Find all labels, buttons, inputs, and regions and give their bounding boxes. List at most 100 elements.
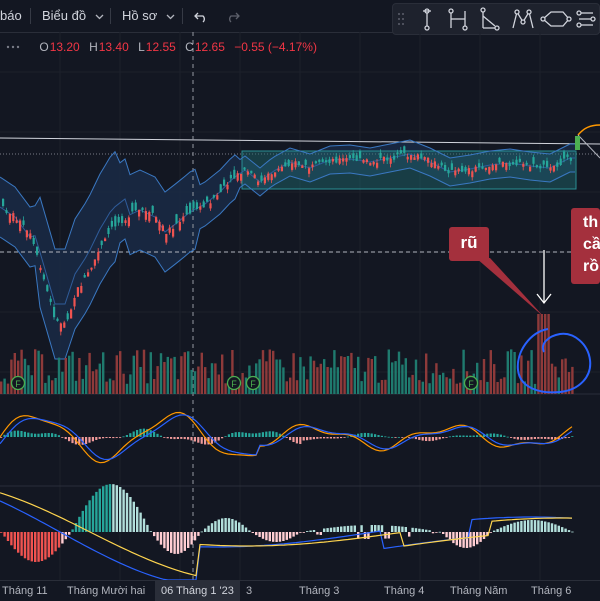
oscillator-bar <box>180 437 183 439</box>
oscillator-bar <box>95 437 98 440</box>
event-marker-circle <box>245 375 261 391</box>
projection-line[interactable] <box>577 124 600 136</box>
candle-body <box>236 173 239 181</box>
annotation-callout[interactable]: rũ <box>449 227 489 261</box>
candle-body <box>70 309 73 319</box>
candle-body <box>175 214 178 224</box>
candle-body <box>229 174 232 179</box>
volume-bar <box>40 354 44 394</box>
candle-body <box>29 233 32 239</box>
annotation-callout[interactable]: th cầ rồ <box>571 208 600 284</box>
candle-body <box>22 220 25 225</box>
oscillator-bar <box>146 429 149 437</box>
oscillator-bar <box>20 431 23 437</box>
ohlc-legend: O13.20 H13.40 L12.55 C12.65 −0.55 (−4.17… <box>0 38 323 56</box>
callout-text-line: rồ <box>583 258 599 275</box>
macd-histogram-bar <box>557 525 560 532</box>
horizontal-segment-tool-icon[interactable] <box>448 8 468 31</box>
oscillator-bar <box>445 437 448 438</box>
candle-body <box>59 323 62 332</box>
candle-body <box>93 259 96 266</box>
candle-body <box>294 161 297 168</box>
oscillator-bar <box>571 436 574 437</box>
oscillator-bar <box>88 437 91 443</box>
oscillator-bar <box>329 437 332 439</box>
hand-drawn-circle[interactable] <box>516 328 592 394</box>
macd-histogram-bar <box>435 532 438 533</box>
candle-body <box>566 154 569 157</box>
oscillator-bar <box>27 432 30 437</box>
oscillator-bar <box>510 437 513 438</box>
macd-histogram-bar <box>176 532 180 554</box>
volume-bar <box>54 378 57 394</box>
chart-menu-button[interactable]: Biểu đồ <box>42 0 104 32</box>
macd-histogram-bar <box>190 532 193 545</box>
oscillator-bar <box>190 437 193 441</box>
macd-histogram-bar <box>567 530 571 532</box>
xabcd-pattern-tool-icon[interactable] <box>512 9 534 29</box>
horizontal-resistance-line[interactable] <box>0 137 600 145</box>
toolbar-item-alerts[interactable]: báo <box>0 8 22 23</box>
oscillator-bar <box>255 433 258 437</box>
redo-button[interactable] <box>226 0 240 32</box>
candle-body <box>318 159 321 162</box>
macd-histogram-bar <box>74 523 78 532</box>
ellipse-tool-icon[interactable] <box>540 11 572 27</box>
volume-bar <box>537 314 540 394</box>
angle-tool-icon[interactable] <box>480 7 500 31</box>
candle-body <box>518 158 521 162</box>
candle-body <box>134 202 137 211</box>
down-arrow[interactable] <box>536 250 552 305</box>
candle-body <box>488 166 491 174</box>
macd-histogram-bar <box>27 532 30 561</box>
undo-button[interactable] <box>194 0 208 32</box>
macd-histogram-bar <box>404 527 407 532</box>
chart-menu-label: Biểu đồ <box>42 8 87 23</box>
macd-histogram-bar <box>472 532 475 547</box>
volume-bar <box>241 373 244 394</box>
oscillator-bar <box>554 437 557 440</box>
oscillator-bar <box>499 434 502 437</box>
volume-bar <box>459 382 462 394</box>
close-value: 12.65 <box>194 40 225 54</box>
volume-bar <box>159 353 163 394</box>
volume-bar <box>350 352 353 394</box>
volume-bar <box>476 362 479 394</box>
trend-line-tool-icon[interactable] <box>423 8 431 31</box>
candle-body <box>440 162 443 166</box>
candle-body <box>277 168 280 171</box>
time-axis[interactable]: Tháng 11 Tháng Mười hai 06 Tháng 1 '23 3… <box>0 580 600 601</box>
candle-body <box>195 202 198 209</box>
macd-histogram-bar <box>540 520 543 532</box>
macd-histogram-bar <box>142 518 146 532</box>
candle-body <box>529 166 532 172</box>
legend-collapse-icon[interactable] <box>0 38 22 56</box>
macd-histogram-bar <box>193 532 197 541</box>
oscillator-bar <box>37 433 40 437</box>
macd-histogram-bar <box>122 489 125 532</box>
volume-bar <box>37 350 40 394</box>
path-tool-icon[interactable] <box>576 10 596 28</box>
volume-bar <box>289 377 292 394</box>
toolbar-separator <box>30 8 31 24</box>
macd-histogram-bar <box>272 532 275 542</box>
macd-histogram-bar <box>489 532 492 533</box>
consolidation-rectangle[interactable] <box>241 150 577 190</box>
candle-body <box>403 146 406 153</box>
candle-body <box>331 158 334 162</box>
oscillator-bar <box>51 433 54 437</box>
oscillator-bar <box>136 430 139 437</box>
stochastic-oscillator-pane <box>0 411 574 464</box>
candle-body <box>216 195 219 200</box>
projection-line[interactable] <box>577 134 600 159</box>
macd-histogram-bar <box>476 532 479 545</box>
oscillator-bar <box>282 435 285 437</box>
profile-menu-button[interactable]: Hồ sơ <box>122 0 175 32</box>
oscillator-bar <box>503 435 506 437</box>
oscillator-bar <box>258 432 261 437</box>
time-axis-label: Tháng Năm <box>450 585 508 597</box>
candle-body <box>168 227 171 233</box>
volume-bar <box>207 378 210 394</box>
drag-handle-icon[interactable] <box>398 13 404 25</box>
